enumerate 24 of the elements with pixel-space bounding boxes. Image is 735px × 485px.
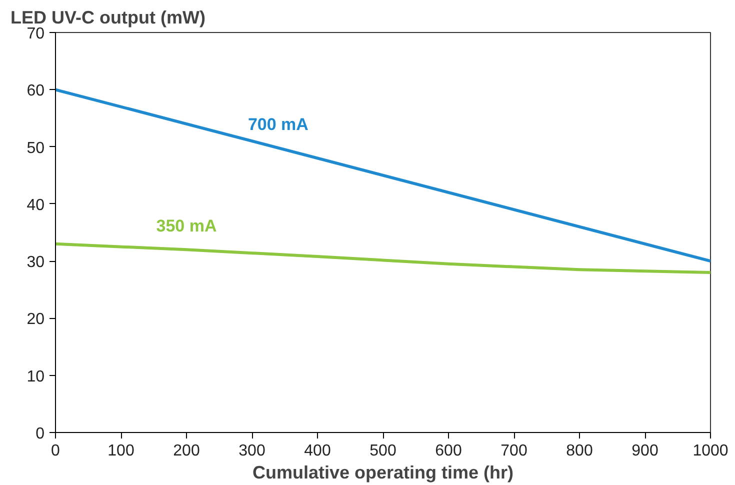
y-tick-label: 0	[36, 426, 45, 442]
x-tick-label: 0	[51, 442, 60, 460]
x-tick-label: 900	[632, 442, 658, 460]
x-tick-label: 700	[500, 442, 528, 460]
y-tick-label: 60	[26, 82, 45, 100]
x-tick-label: 800	[566, 442, 593, 460]
x-tick-label: 100	[108, 442, 134, 460]
y-tick-label: 50	[26, 140, 45, 157]
series-label: 350 mA	[156, 216, 217, 236]
x-tick-label: 600	[435, 442, 462, 460]
y-tick-label: 20	[26, 311, 45, 328]
x-tick-label: 400	[304, 442, 331, 460]
y-tick-label: 70	[26, 26, 45, 42]
y-tick-label: 40	[26, 196, 45, 214]
y-tick-label: 10	[26, 368, 45, 386]
y-tick-label: 30	[26, 254, 45, 272]
line-series	[56, 242, 710, 274]
x-tick-label: 500	[370, 442, 396, 460]
y-axis-title: LED UV-C output (mW)	[10, 8, 206, 28]
x-tick-label: 1000	[692, 442, 728, 460]
x-axis-title: Cumulative operating time (hr)	[252, 462, 514, 482]
x-tick-label: 200	[173, 442, 200, 460]
series-label: 700 mA	[248, 114, 308, 134]
x-tick-label: 300	[238, 442, 266, 460]
